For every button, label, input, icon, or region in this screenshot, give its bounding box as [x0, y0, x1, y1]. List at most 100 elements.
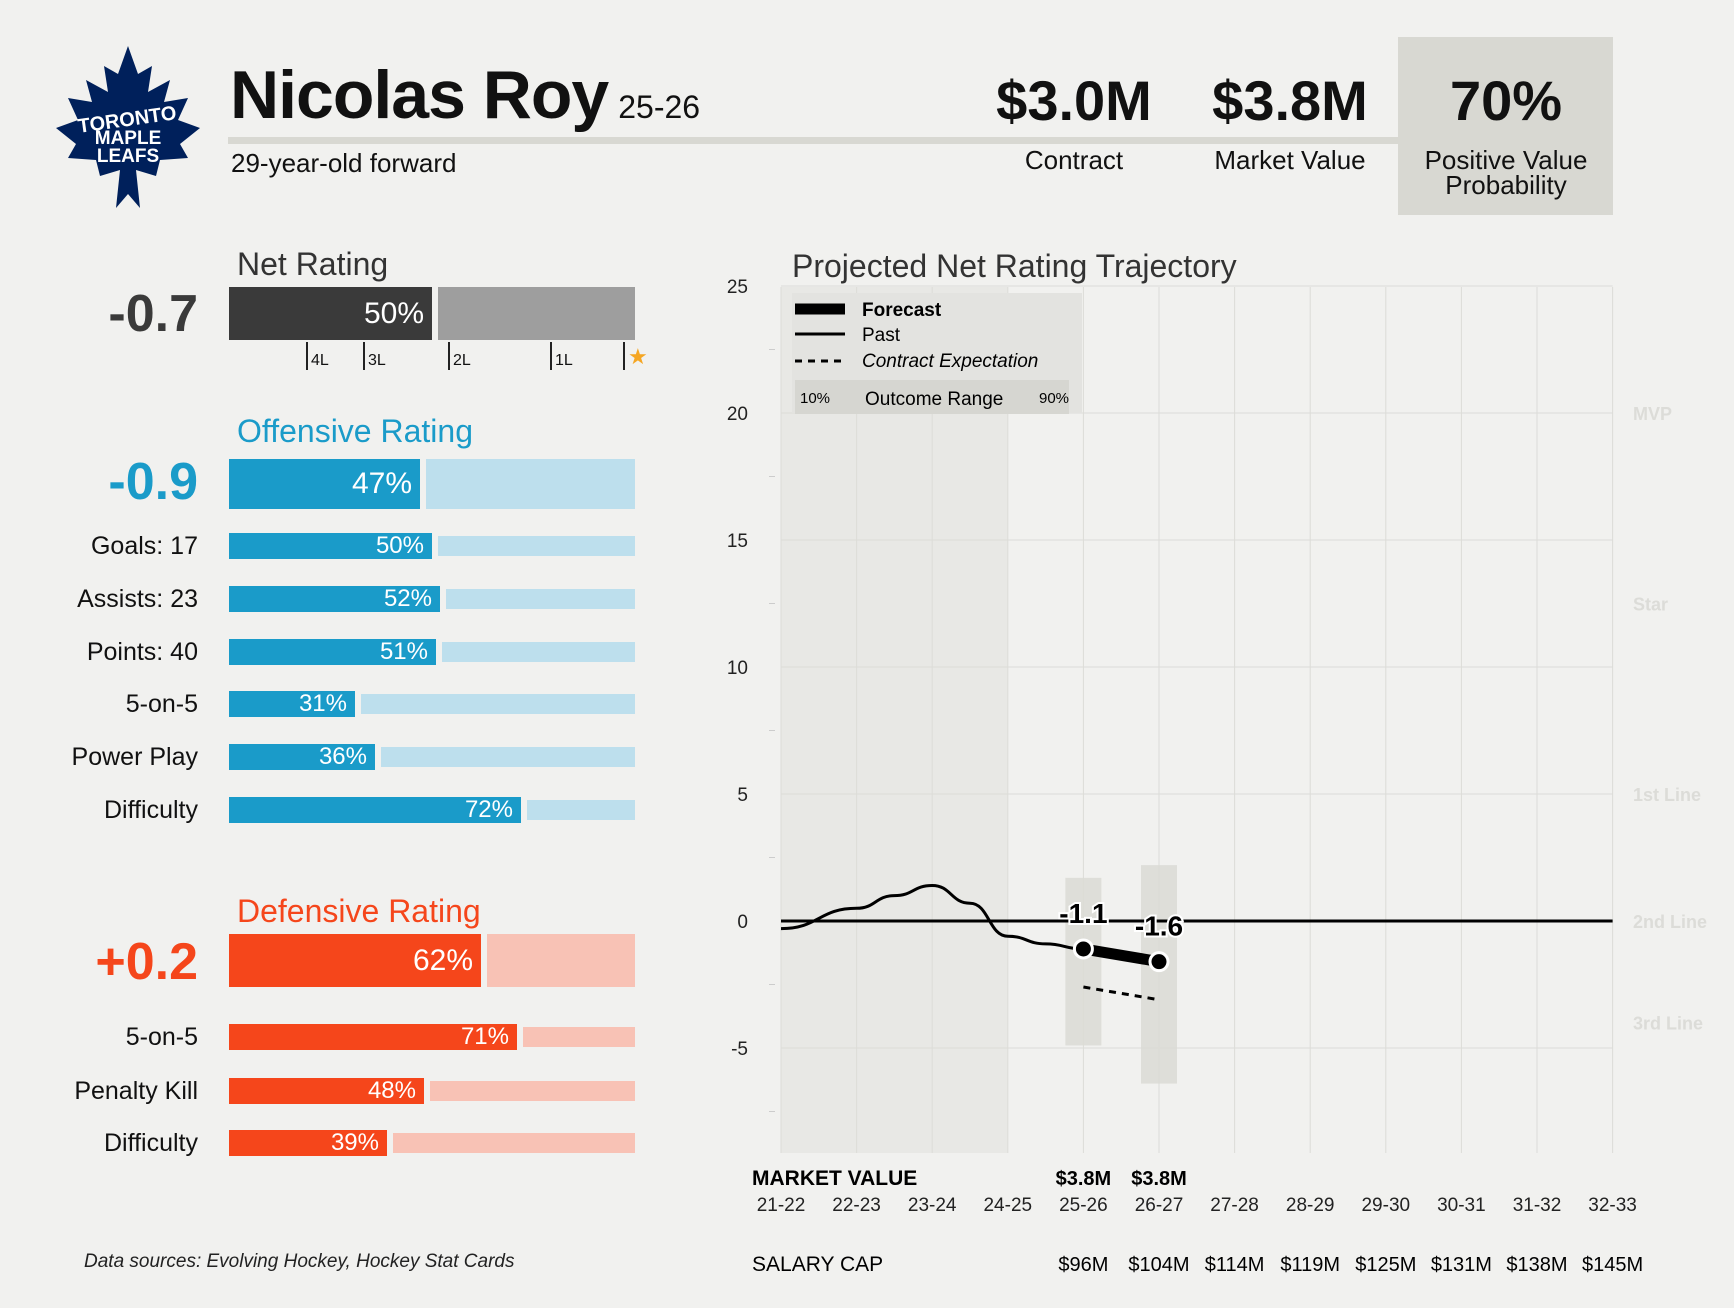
x-tick-label: 21-22	[757, 1195, 806, 1216]
market-value-row-label: MARKET VALUE	[752, 1167, 917, 1190]
net-tick-mark	[623, 342, 625, 370]
y-tick-label: 25	[727, 277, 748, 298]
market-value-cell: $3.8M	[1056, 1168, 1112, 1190]
defensive-row-bar-fill: 39%	[229, 1130, 387, 1156]
y-tick-label: 10	[727, 658, 748, 679]
net-tick-label: 3L	[368, 352, 386, 369]
defensive-row-bar-track	[430, 1081, 635, 1101]
offensive-row-label: Assists: 23	[77, 585, 198, 613]
x-tick-label: 32-33	[1588, 1195, 1637, 1216]
salary-cap-cell: $104M	[1128, 1254, 1189, 1276]
defensive-rating-bar-fill: 62%	[229, 934, 481, 987]
forecast-value-label: -1.6	[1135, 911, 1183, 942]
defensive-row-bar-fill: 48%	[229, 1078, 424, 1104]
chart-title: Projected Net Rating Trajectory	[792, 248, 1237, 284]
y-tick-label: 0	[737, 912, 748, 933]
x-tick-label: 22-23	[832, 1195, 881, 1216]
offensive-row-bar-track	[527, 800, 635, 820]
x-tick-label: 25-26	[1059, 1195, 1108, 1216]
net-rating-bar-track	[438, 287, 635, 340]
forecast-point	[1148, 951, 1170, 973]
forecast-value-label: -1.1	[1059, 898, 1107, 929]
positive-value-box	[1398, 37, 1613, 215]
offensive-row-bar-track	[361, 694, 635, 714]
x-tick-label: 31-32	[1513, 1195, 1562, 1216]
past-line	[780, 883, 1084, 951]
salary-cap-cell: $131M	[1431, 1254, 1492, 1276]
logo-line-2: MAPLE	[95, 128, 162, 149]
salary-cap-row-label: SALARY CAP	[752, 1253, 883, 1276]
offensive-row-bar-fill: 36%	[229, 744, 375, 770]
net-tick-label: 2L	[453, 352, 471, 369]
tier-label: 1st Line	[1633, 785, 1701, 805]
y-tick-label: 20	[727, 404, 748, 425]
net-tick-mark	[448, 342, 450, 370]
offensive-row-bar-fill: 72%	[229, 797, 521, 823]
net-tick-mark	[363, 342, 365, 370]
defensive-rating-value: +0.2	[95, 933, 198, 991]
x-tick-label: 30-31	[1437, 1195, 1486, 1216]
defensive-row-bar-track	[523, 1027, 635, 1047]
offensive-rating-bar-fill: 47%	[229, 459, 420, 509]
defensive-rating-bar-track	[487, 934, 635, 987]
x-tick-label: 26-27	[1135, 1195, 1184, 1216]
positive-value-label: Positive Value Probability	[1424, 145, 1588, 200]
net-tick-mark	[306, 342, 308, 370]
contract-label: Contract	[1024, 145, 1124, 175]
legend-past-label: Past	[862, 325, 901, 346]
player-name: Nicolas Roy 25-26	[230, 56, 700, 134]
tier-label: Star	[1633, 595, 1668, 615]
outcome-range-band	[1141, 865, 1177, 1084]
market-value-label: Market Value	[1214, 145, 1366, 175]
salary-cap-cell: $125M	[1355, 1254, 1416, 1276]
season-label: 25-26	[618, 89, 701, 125]
x-tick-label: 27-28	[1210, 1195, 1259, 1216]
offensive-row-bar-track	[442, 642, 635, 662]
x-tick-label: 24-25	[983, 1195, 1032, 1216]
x-tick-label: 23-24	[908, 1195, 957, 1216]
net-rating-title: Net Rating	[237, 246, 389, 282]
offensive-row-bar-track	[381, 747, 635, 767]
player-description: 29-year-old forward	[231, 148, 457, 178]
offensive-rating-title: Offensive Rating	[237, 413, 473, 449]
defensive-rating-title: Defensive Rating	[237, 893, 481, 929]
legend-range-low: 10%	[800, 390, 830, 407]
legend-range-swatch	[795, 380, 1069, 414]
net-rating-value: -0.7	[108, 285, 198, 343]
outcome-range-band	[1065, 877, 1102, 1046]
logo-line-3: LEAFS	[97, 146, 159, 167]
offensive-row-bar-track	[446, 589, 635, 609]
defensive-row-label: Difficulty	[103, 1129, 198, 1157]
offensive-row-label: Points: 40	[86, 638, 198, 666]
offensive-rating-bar-track	[426, 459, 635, 509]
offensive-row-bar-fill: 50%	[229, 533, 432, 559]
offensive-row-bar-track	[438, 536, 635, 556]
tier-label: MVP	[1633, 404, 1672, 424]
maple-leafs-logo: TORONTO MAPLE LEAFS	[48, 44, 208, 214]
salary-cap-cell: $138M	[1506, 1254, 1567, 1276]
offensive-row-bar-fill: 51%	[229, 639, 436, 665]
defensive-row-bar-fill: 71%	[229, 1024, 517, 1050]
market-value: $3.8M	[1212, 69, 1368, 132]
market-value-cell: $3.8M	[1131, 1168, 1187, 1190]
x-tick-label: 28-29	[1286, 1195, 1335, 1216]
offensive-row-label: Difficulty	[103, 796, 198, 824]
maple-leaf-icon	[56, 46, 200, 208]
contract-value: $3.0M	[996, 69, 1152, 132]
offensive-row-label: Goals: 17	[90, 532, 198, 560]
tier-label: 3rd Line	[1633, 1014, 1703, 1034]
y-tick-label: 5	[737, 785, 748, 806]
offensive-row-bar-fill: 52%	[229, 586, 440, 612]
defensive-row-bar-track	[393, 1133, 635, 1153]
y-tick-label: -5	[731, 1039, 748, 1060]
defensive-row-label: 5-on-5	[125, 1023, 198, 1051]
offensive-row-bar-fill: 31%	[229, 691, 355, 717]
tier-label: 2nd Line	[1633, 912, 1707, 932]
forecast-line	[1082, 943, 1160, 968]
forecast-point	[1072, 938, 1094, 960]
salary-cap-cell: $114M	[1205, 1254, 1265, 1276]
player-name-text: Nicolas Roy	[230, 57, 609, 133]
net-tick-mark	[550, 342, 552, 370]
y-tick-label: 15	[727, 531, 748, 552]
